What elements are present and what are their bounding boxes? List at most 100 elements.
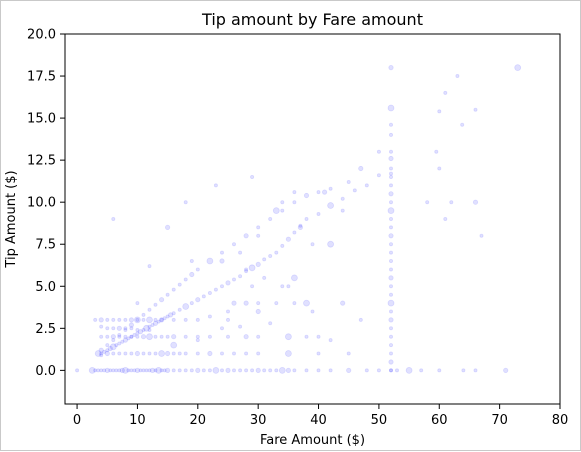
y-tick-label: 17.5: [27, 70, 56, 85]
scatter-point: [388, 284, 393, 289]
scatter-point: [171, 351, 176, 356]
scatter-point: [292, 368, 297, 373]
scatter-point: [238, 368, 243, 373]
scatter-point: [123, 326, 128, 331]
scatter-point: [388, 258, 393, 263]
scatter-point: [201, 368, 206, 373]
scatter-point: [286, 284, 291, 289]
scatter-point: [256, 351, 261, 356]
scatter-point: [116, 325, 122, 331]
scatter-point: [388, 65, 394, 71]
scatter-point: [514, 64, 522, 71]
scatter-point: [177, 351, 182, 356]
scatter-point: [170, 341, 178, 349]
scatter-point: [162, 316, 167, 321]
scatter-point: [292, 230, 297, 235]
scatter-point: [303, 192, 310, 199]
x-tick-label: 70: [491, 413, 508, 428]
scatter-point: [117, 341, 122, 346]
scatter-point: [141, 312, 146, 317]
x-tick-label: 80: [552, 413, 569, 428]
scatter-point: [171, 334, 177, 340]
scatter-point: [129, 368, 134, 373]
scatter-point: [195, 297, 201, 303]
scatter-point: [316, 368, 321, 373]
scatter-point: [262, 368, 267, 373]
scatter-point: [387, 104, 395, 112]
scatter-point: [162, 368, 167, 373]
scatter-point: [388, 122, 393, 127]
scatter-point: [248, 264, 256, 272]
scatter-point: [388, 267, 393, 272]
scatter-point: [165, 334, 170, 339]
scatter-point: [147, 351, 152, 356]
scatter-point: [225, 280, 231, 286]
scatter-point: [449, 200, 454, 205]
scatter-point: [455, 74, 460, 79]
scatter-point: [244, 351, 249, 356]
scatter-point: [129, 334, 134, 339]
scatter-point: [388, 225, 393, 230]
scatter-point: [243, 233, 249, 239]
scatter-point: [358, 165, 364, 172]
scatter-point: [114, 368, 119, 373]
scatter-point: [183, 351, 188, 356]
scatter-point: [219, 351, 224, 356]
scatter-point: [212, 366, 220, 374]
scatter-point: [195, 267, 200, 272]
scatter-point: [219, 284, 224, 289]
scatter-point: [340, 208, 345, 213]
scatter-point: [105, 317, 110, 322]
scatter-point: [147, 327, 152, 332]
scatter-point: [75, 368, 80, 373]
y-tick-label: 5.0: [35, 280, 56, 295]
scatter-point: [262, 257, 267, 262]
scatter-point: [274, 250, 279, 255]
y-tick-label: 12.5: [27, 154, 56, 169]
scatter-point: [285, 236, 291, 242]
scatter-point: [129, 351, 134, 356]
scatter-point: [132, 332, 137, 337]
scatter-point: [388, 149, 393, 154]
scatter-point: [388, 326, 393, 331]
scatter-point: [231, 242, 236, 247]
scatter-point: [171, 287, 176, 292]
scatter-point: [278, 366, 286, 374]
scatter-point: [358, 317, 363, 322]
scatter-point: [207, 290, 212, 295]
scatter-point: [147, 324, 152, 329]
scatter-point: [238, 274, 243, 279]
scatter-point: [105, 343, 110, 348]
scatter-point: [183, 317, 188, 322]
scatter-point: [219, 326, 224, 331]
scatter-point: [255, 308, 261, 315]
scatter-point: [177, 368, 182, 373]
scatter-point: [126, 368, 131, 373]
scatter-point: [135, 331, 140, 336]
scatter-point: [128, 317, 134, 323]
scatter-point: [460, 122, 465, 127]
scatter-point: [94, 350, 102, 357]
scatter-point: [443, 216, 448, 221]
scatter-point: [108, 368, 113, 373]
scatter-point: [244, 267, 249, 272]
scatter-point: [213, 287, 218, 292]
x-tick-label: 20: [190, 413, 207, 428]
scatter-point: [99, 351, 104, 356]
x-tick-label: 0: [73, 413, 81, 428]
chart-title: Tip amount by Fare amount: [201, 10, 423, 29]
scatter-point: [129, 334, 134, 339]
scatter-point: [111, 351, 116, 356]
scatter-point: [274, 368, 279, 373]
scatter-point: [292, 190, 297, 195]
scatter-point: [149, 367, 156, 373]
scatter-point: [99, 324, 104, 329]
scatter-point: [104, 350, 110, 357]
y-tick-label: 20.0: [27, 28, 56, 43]
scatter-point: [387, 299, 395, 307]
scatter-point: [111, 216, 116, 221]
scatter-point: [117, 332, 122, 337]
scatter-point: [159, 368, 164, 373]
scatter-point: [231, 300, 237, 306]
